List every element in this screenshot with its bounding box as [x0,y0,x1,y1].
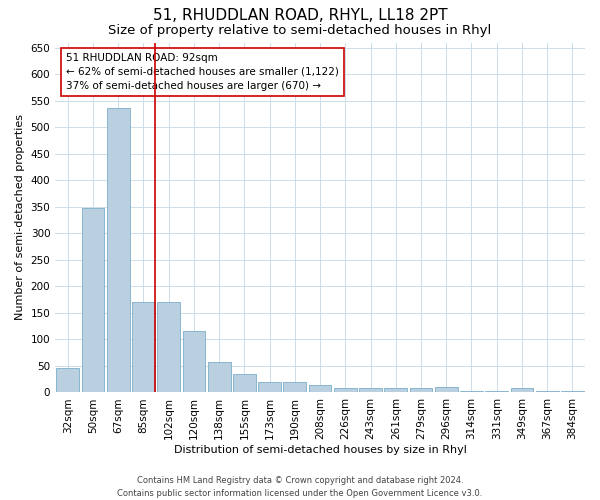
Text: Contains HM Land Registry data © Crown copyright and database right 2024.
Contai: Contains HM Land Registry data © Crown c… [118,476,482,498]
Bar [132,302,155,392]
Bar [208,362,230,392]
Bar [283,382,306,392]
Text: 51, RHUDDLAN ROAD, RHYL, LL18 2PT: 51, RHUDDLAN ROAD, RHYL, LL18 2PT [152,8,448,22]
Bar [107,108,130,393]
Text: Size of property relative to semi-detached houses in Rhyl: Size of property relative to semi-detach… [109,24,491,37]
Bar [435,387,458,392]
Bar [334,388,356,392]
Bar [157,302,180,392]
Bar [309,384,331,392]
Bar [182,332,205,392]
Y-axis label: Number of semi-detached properties: Number of semi-detached properties [15,114,25,320]
Bar [410,388,433,392]
X-axis label: Distribution of semi-detached houses by size in Rhyl: Distribution of semi-detached houses by … [173,445,467,455]
Text: 51 RHUDDLAN ROAD: 92sqm
← 62% of semi-detached houses are smaller (1,122)
37% of: 51 RHUDDLAN ROAD: 92sqm ← 62% of semi-de… [66,53,338,91]
Bar [82,208,104,392]
Bar [56,368,79,392]
Bar [385,388,407,392]
Bar [258,382,281,392]
Bar [511,388,533,392]
Bar [233,374,256,392]
Bar [359,388,382,392]
